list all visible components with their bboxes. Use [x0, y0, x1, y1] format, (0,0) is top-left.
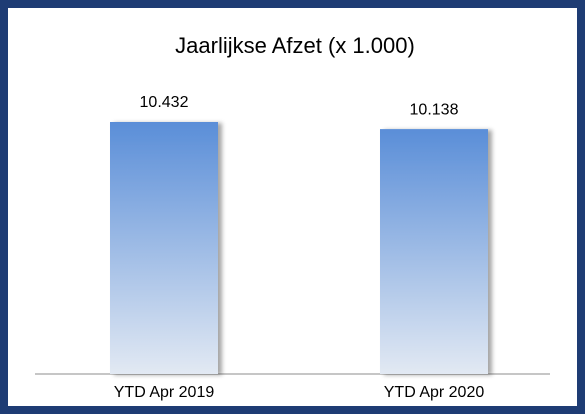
value-label: 10.432: [140, 94, 189, 111]
plot-background: [8, 8, 577, 406]
bar: [380, 129, 488, 374]
bar: [110, 122, 218, 374]
x-tick-label: YTD Apr 2019: [114, 384, 215, 401]
chart-title: Jaarlijkse Afzet (x 1.000): [175, 33, 415, 58]
x-tick-label: YTD Apr 2020: [384, 384, 485, 401]
value-label: 10.138: [410, 101, 459, 118]
